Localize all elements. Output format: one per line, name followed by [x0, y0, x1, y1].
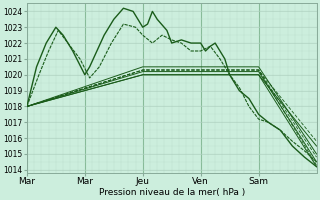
X-axis label: Pression niveau de la mer( hPa ): Pression niveau de la mer( hPa )	[99, 188, 245, 197]
